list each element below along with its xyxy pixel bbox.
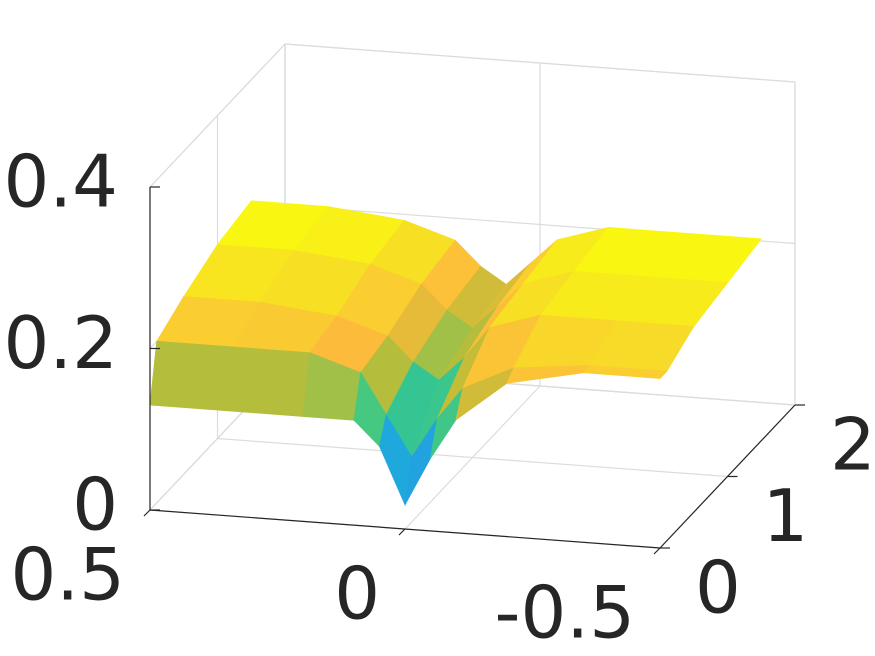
x-tick-label: 0 bbox=[334, 552, 380, 636]
surface-patch bbox=[506, 365, 592, 384]
x-tick bbox=[398, 528, 406, 536]
surface-patch bbox=[582, 365, 668, 379]
x-tick-label: 0.5 bbox=[10, 533, 125, 617]
x-tick bbox=[653, 547, 661, 555]
surface-patch bbox=[226, 346, 311, 417]
grid-line bbox=[217, 437, 728, 478]
z-tick-label: 0.2 bbox=[3, 301, 118, 385]
z-tick-label: 0 bbox=[72, 463, 118, 547]
z-tick-label: 0.4 bbox=[3, 140, 118, 224]
grid-line bbox=[284, 43, 796, 83]
grid-line bbox=[149, 43, 286, 188]
x-tick-label: -0.5 bbox=[495, 571, 635, 655]
y-tick-label: 1 bbox=[763, 474, 809, 558]
x-tick bbox=[143, 509, 151, 517]
y-tick-label: 2 bbox=[830, 403, 875, 487]
surface-patch bbox=[149, 340, 234, 412]
y-tick-label: 0 bbox=[695, 546, 741, 630]
